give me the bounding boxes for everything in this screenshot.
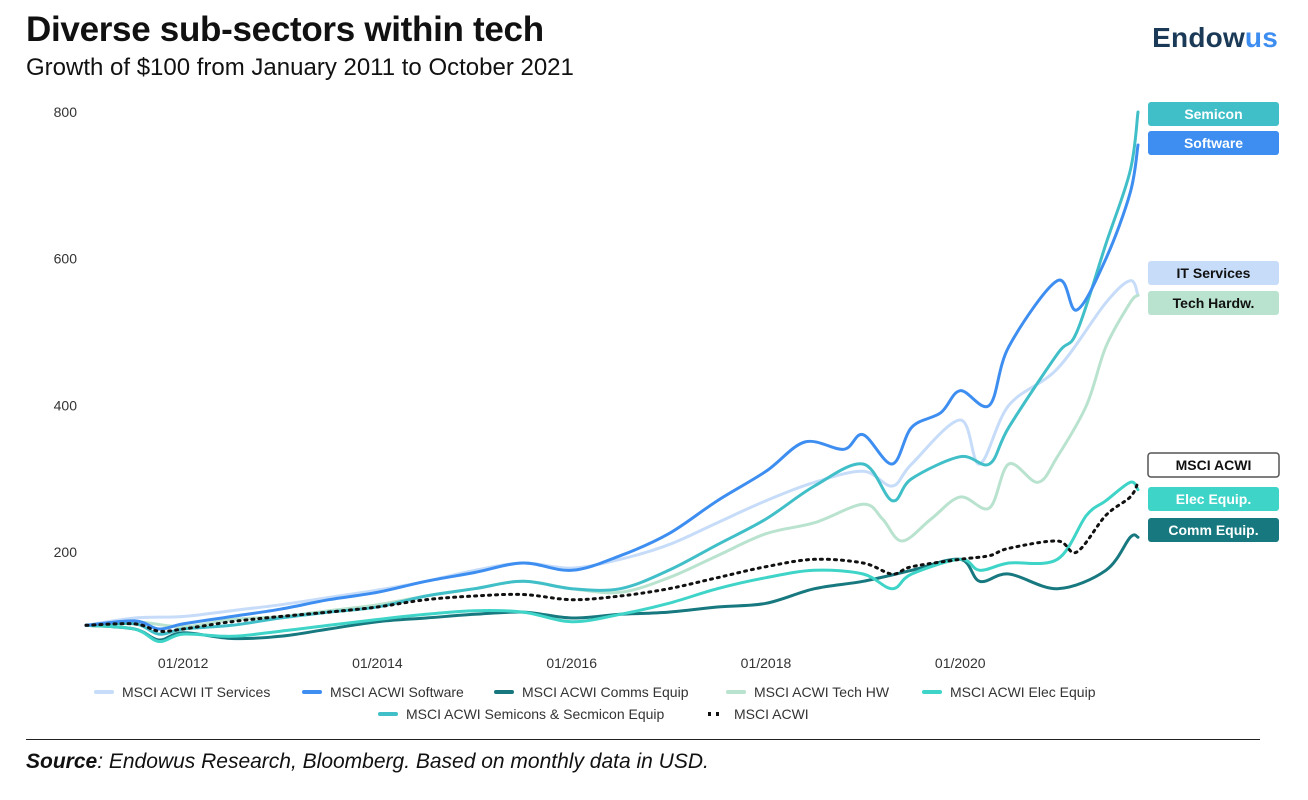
y-tick-label: 800 [54, 104, 78, 120]
chart-title: Diverse sub-sectors within tech [26, 10, 544, 49]
x-tick-label: 01/2018 [741, 655, 792, 671]
end-label-box-semis [1148, 102, 1279, 126]
logo-accent-text: us [1244, 22, 1278, 53]
end-label-tech-hw: Tech Hardw. [1173, 295, 1255, 311]
series-line-semis [84, 110, 1140, 636]
end-label-software: Software [1184, 135, 1243, 151]
series-line-comms [84, 533, 1140, 642]
end-label-box-elec [1148, 487, 1279, 511]
legend-label-it-services: MSCI ACWI IT Services [122, 684, 270, 700]
end-label-acwi: MSCI ACWI [1176, 457, 1252, 473]
legend-label-comms: MSCI ACWI Comms Equip [522, 684, 689, 700]
y-tick-label: 600 [54, 251, 78, 267]
legend-label-acwi: MSCI ACWI [734, 706, 809, 722]
series-line-tech-hw [84, 293, 1140, 629]
line-chart: 200 400 600 800 01/2012 01/2014 01/2016 01/2018… [54, 102, 1280, 722]
legend-label-semis: MSCI ACWI Semicons & Secmicon Equip [406, 706, 665, 722]
x-tick-label: 01/2020 [935, 655, 986, 671]
legend-label-elec: MSCI ACWI Elec Equip [950, 684, 1096, 700]
footer-divider [26, 739, 1260, 740]
series-line-it-services [84, 279, 1140, 627]
y-tick-label: 200 [54, 544, 78, 560]
series-line-acwi [84, 480, 1140, 633]
series-line-elec [84, 480, 1140, 644]
endowus-logo: Endowus [1152, 22, 1278, 54]
end-label-box-comms [1148, 518, 1279, 542]
end-label-box-it-services [1148, 261, 1279, 285]
logo-main-text: Endow [1152, 22, 1245, 53]
end-label-elec: Elec Equip. [1176, 491, 1251, 507]
end-label-it-services: IT Services [1177, 265, 1251, 281]
x-tick-label: 01/2016 [546, 655, 597, 671]
end-label-box-software [1148, 131, 1279, 155]
end-label-semis: Semicon [1184, 106, 1242, 122]
end-label-box-tech-hw [1148, 291, 1279, 315]
source-text: : Endowus Research, Bloomberg. Based on … [97, 750, 709, 773]
end-label-comms: Comm Equip. [1168, 522, 1258, 538]
source-note: Source: Endowus Research, Bloomberg. Bas… [26, 750, 709, 774]
legend-label-software: MSCI ACWI Software [330, 684, 464, 700]
series-line-software [84, 143, 1140, 631]
y-tick-label: 400 [54, 397, 78, 413]
chart-subtitle: Growth of $100 from January 2011 to Octo… [26, 54, 574, 81]
x-tick-label: 01/2014 [352, 655, 403, 671]
source-label: Source [26, 750, 98, 773]
end-label-box-acwi [1147, 452, 1280, 478]
legend-label-tech-hw: MSCI ACWI Tech HW [754, 684, 890, 700]
x-tick-label: 01/2012 [158, 655, 209, 671]
